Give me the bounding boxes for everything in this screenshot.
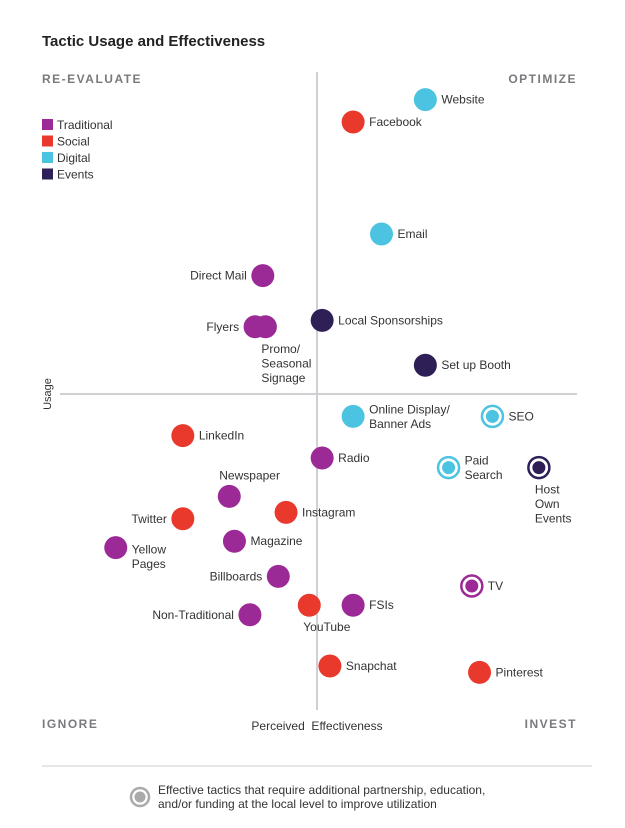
legend-label-traditional: Traditional	[57, 118, 113, 132]
point-label-pinterest: Pinterest	[496, 665, 544, 679]
point-label-newspaper: Newspaper	[219, 468, 280, 482]
point-label-paid-search: Paid Search	[465, 454, 503, 483]
point-label-linkedin: LinkedIn	[199, 429, 244, 443]
point-label-youtube: YouTube	[303, 620, 350, 634]
point-email	[370, 222, 393, 246]
point-label-online-display-banner-ads: Online Display/Banner Ads	[369, 402, 450, 431]
footnote-text: Effective tactics that require additiona…	[158, 783, 485, 811]
point-label-radio: Radio	[338, 451, 370, 465]
data-points: Website Facebook Email Direct Mail Local Spo…	[104, 88, 572, 684]
point-label-snapchat: Snapchat	[346, 659, 397, 673]
point-website	[413, 88, 437, 112]
chart-title: Tactic Usage and Effectiveness	[42, 33, 265, 50]
point-label-fsis: FSIs	[369, 598, 394, 612]
legend: Traditional Social Digital Events	[42, 118, 113, 182]
point-seo	[485, 409, 499, 423]
point-label-local-sponsorships: Local Sponsorships	[338, 313, 443, 327]
point-label-host-own-events: Host Own Events	[535, 483, 572, 526]
point-tv	[465, 579, 479, 593]
point-pinterest	[468, 660, 492, 684]
point-newspaper	[217, 484, 241, 508]
point-label-non-traditional: Non-Traditional	[152, 608, 234, 622]
point-label-direct-mail: Direct Mail	[190, 269, 247, 283]
point-radio	[310, 446, 334, 470]
point-label-instagram: Instagram	[302, 505, 355, 519]
point-twitter	[171, 507, 195, 531]
point-direct-mail	[251, 264, 275, 288]
legend-swatch-events	[42, 168, 53, 180]
point-label-promo-seasonal-signage: Promo/Seasonal Signage	[261, 342, 311, 385]
y-axis-label: Usage	[42, 378, 54, 410]
point-set-up-booth	[413, 353, 437, 377]
legend-swatch-social	[42, 135, 53, 147]
point-promo-seasonal-signage	[253, 315, 277, 339]
legend-swatch-traditional	[42, 119, 53, 130]
footnote-ring-icon-center	[134, 791, 146, 803]
point-label-yellow-pages: Yellow Pages	[132, 543, 167, 572]
point-billboards	[266, 564, 290, 588]
point-label-set-up-booth: Set up Booth	[441, 358, 510, 372]
legend-swatch-digital	[42, 152, 53, 163]
quadrant-label-optimize: OPTIMIZE	[508, 72, 577, 86]
point-label-facebook: Facebook	[369, 115, 423, 129]
legend-label-digital: Digital	[57, 151, 90, 165]
x-axis-label: Perceived Effectiveness	[251, 719, 382, 733]
point-online-display-banner-ads	[341, 404, 365, 428]
point-instagram	[274, 500, 298, 524]
point-label-website: Website	[441, 93, 484, 107]
point-youtube	[297, 593, 321, 617]
point-label-magazine: Magazine	[250, 534, 302, 548]
point-fsis	[341, 593, 365, 617]
point-yellow-pages	[104, 536, 128, 560]
legend-label-social: Social	[57, 135, 90, 149]
point-label-seo: SEO	[508, 409, 533, 423]
point-magazine	[222, 529, 246, 553]
quadrant-label-ignore: IGNORE	[42, 717, 98, 731]
point-host-own-events	[532, 461, 546, 475]
point-local-sponsorships	[310, 308, 334, 332]
point-snapchat	[318, 654, 342, 678]
point-label-billboards: Billboards	[210, 569, 263, 583]
point-facebook	[341, 110, 365, 134]
point-label-twitter: Twitter	[131, 512, 166, 526]
quadrant-label-reevaluate: RE-EVALUATE	[42, 72, 142, 86]
point-label-flyers: Flyers	[206, 320, 239, 334]
point-non-traditional	[238, 603, 262, 627]
legend-label-events: Events	[57, 168, 94, 182]
point-paid-search	[442, 461, 456, 475]
point-label-tv: TV	[488, 579, 503, 593]
quadrant-label-invest: INVEST	[525, 717, 577, 731]
point-linkedin	[171, 424, 195, 448]
point-label-email: Email	[398, 227, 428, 241]
